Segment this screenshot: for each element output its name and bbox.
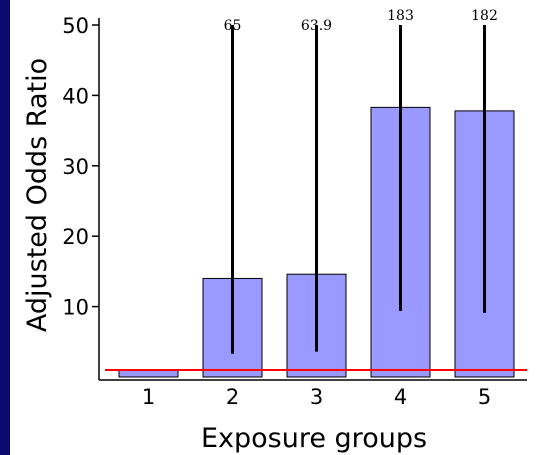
x-tick-label-2: 2 (226, 385, 239, 409)
upper-ci-label-group-2: 65 (224, 18, 242, 34)
x-tick-label-4: 4 (394, 385, 407, 409)
y-tick-label-20: 20 (62, 225, 89, 249)
upper-ci-label-group-3: 63.9 (301, 18, 332, 34)
x-tick-label-1: 1 (142, 385, 155, 409)
x-tick-label-5: 5 (478, 385, 491, 409)
y-tick-label-30: 30 (62, 155, 89, 179)
odds-ratio-bar-chart: 65 63.9 183 182 10 20 30 40 50 1 2 3 4 5 Exposure grou… (22, 8, 527, 454)
x-tick-label-3: 3 (310, 385, 323, 409)
bar-group-1 (118, 369, 179, 378)
y-axis-title: Adjusted Odds Ratio (22, 58, 53, 332)
y-tick-label-40: 40 (62, 84, 89, 108)
upper-ci-label-group-4: 183 (387, 8, 414, 24)
upper-ci-label-group-5: 182 (471, 8, 498, 24)
x-axis-title: Exposure groups (201, 423, 427, 454)
y-tick-label-50: 50 (62, 14, 89, 38)
y-tick-label-10: 10 (62, 296, 89, 320)
chart-frame: 65 63.9 183 182 10 20 30 40 50 1 2 3 4 5 Exposure grou… (10, 0, 547, 455)
